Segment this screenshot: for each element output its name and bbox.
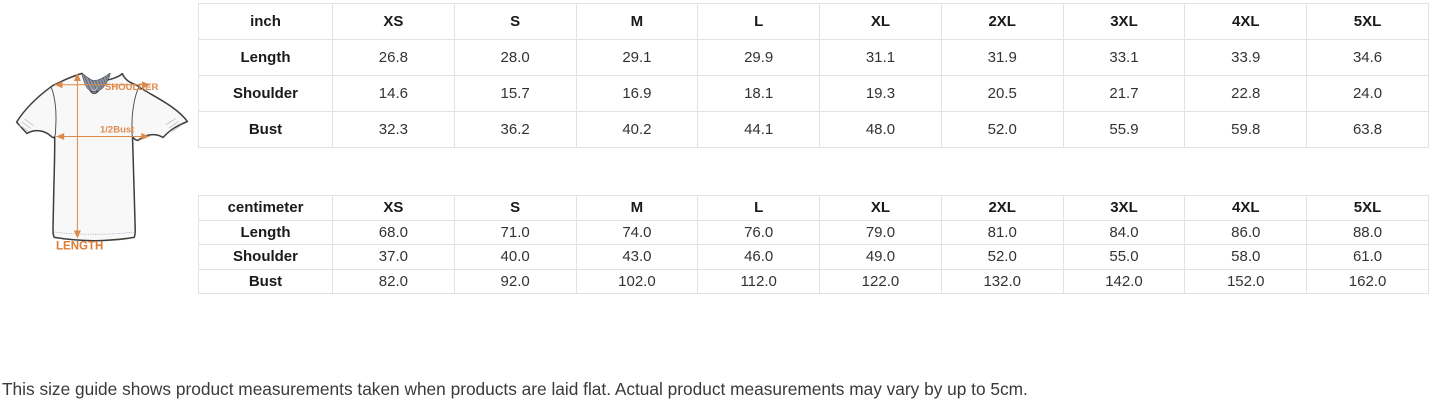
- svg-text:1/2Bust: 1/2Bust: [100, 125, 135, 136]
- svg-text:LENGTH: LENGTH: [56, 241, 103, 253]
- svg-text:SHOULDER: SHOULDER: [105, 82, 158, 93]
